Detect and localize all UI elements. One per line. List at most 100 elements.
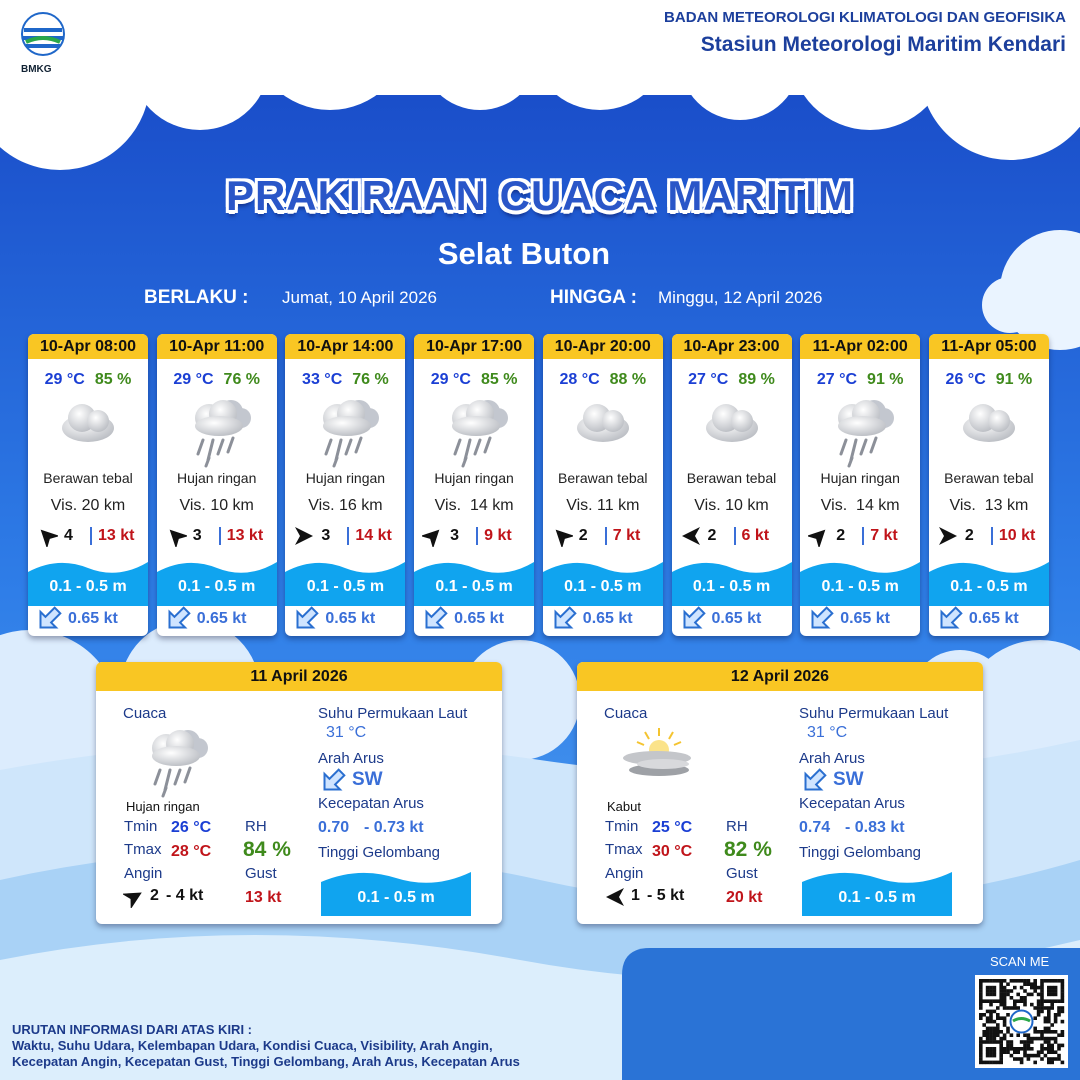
condition: Hujan ringan (820, 470, 900, 486)
weather-icon-svg (323, 400, 380, 468)
logo-svg (21, 12, 65, 56)
temperature: 29 °C (173, 371, 214, 388)
gust: 13 kt (245, 889, 282, 906)
sst: 31 °C (807, 724, 848, 741)
current-speed: 0.65 kt (196, 610, 247, 627)
condition: Berawan tebal (558, 470, 648, 486)
separator (218, 527, 221, 545)
label-rh: RH (245, 818, 267, 835)
condition: Hujan ringan (176, 470, 257, 486)
wave-band (285, 562, 406, 606)
main-title: PRAKIRAAN CUACA MARITIM (225, 172, 855, 219)
wave-height: 0.1 - 0.5 m (306, 578, 385, 595)
rain-icon (194, 400, 251, 468)
rain-icon (152, 730, 208, 798)
visibility: Vis. 14 km (820, 497, 900, 514)
wave-bg-svg (156, 562, 277, 606)
tmin: 26 °C (171, 819, 212, 836)
label-current-dir: Arah Arus (799, 750, 865, 767)
weather-icon (52, 394, 128, 470)
wind-direction (293, 525, 315, 547)
temp-row: 29 °C 85 % (28, 369, 148, 391)
humidity: 88 % (609, 371, 647, 388)
label-wave: Tinggi Gelombang (799, 844, 922, 861)
logo (18, 12, 68, 64)
separator (604, 527, 607, 545)
wind-direction-svg (555, 529, 575, 549)
wave-bg (800, 556, 921, 606)
temp-row: 33 °C 76 % (285, 369, 405, 391)
temperature: 26 °C (945, 371, 986, 388)
wind-direction-svg (681, 527, 700, 545)
humidity: 76 % (352, 371, 389, 388)
wind-arrow (169, 529, 189, 549)
current-speed: 0.65 kt (68, 610, 118, 627)
gust: 13 kt (98, 527, 135, 544)
separator (90, 527, 92, 545)
wave-height: 0.1 - 0.5 m (49, 578, 127, 595)
weather-icon (696, 394, 772, 470)
current-dir: SW (352, 769, 383, 790)
label-sst: Suhu Permukaan Laut (799, 705, 949, 722)
wind-arrow (681, 527, 700, 545)
wind-arrow (295, 527, 314, 545)
forecast-card: 10-Apr 08:00 29 °C 85 % Berawan tebal Vis. 2… (28, 334, 148, 636)
card-time: 11-Apr 02:00 (800, 334, 921, 359)
wind-arrow (420, 529, 440, 549)
daily-wave-bg (802, 866, 952, 916)
label-gust: Gust (726, 865, 758, 882)
label-wave: Tinggi Gelombang (318, 844, 441, 861)
visibility: Vis. 14 km (434, 497, 514, 514)
from-date: Jumat, 10 April 2026 (282, 288, 437, 307)
wave-bg-svg (28, 562, 148, 606)
separator (990, 527, 993, 545)
daily-icon-svg (152, 730, 208, 798)
current-direction (808, 606, 834, 632)
card-time: 10-Apr 11:00 (156, 334, 277, 359)
wind-arrow (40, 529, 60, 549)
temp-row: 29 °C 76 % (157, 369, 277, 391)
current-arrow (425, 606, 448, 629)
forecast-card: 11-Apr 02:00 27 °C 91 % Hujan ringan Vis. 14… (800, 334, 921, 636)
wave-bg-svg (671, 562, 792, 606)
card-time: 11-Apr 05:00 (928, 334, 1049, 359)
wind-min: 1 (631, 887, 640, 904)
wind-direction-svg (40, 529, 60, 549)
weather-icon-svg (194, 400, 251, 468)
rain-icon (838, 400, 895, 468)
daily-condition: Hujan ringan (126, 799, 200, 814)
temperature: 27 °C (816, 371, 858, 388)
cloud-icon (576, 404, 629, 442)
current-arrow (168, 606, 191, 629)
visibility: Vis. 10 km (694, 497, 769, 514)
current-arrow (323, 768, 346, 791)
temp-row: 27 °C 89 % (672, 369, 792, 391)
wave-band (928, 562, 1049, 606)
label-weather: Cuaca (123, 705, 167, 722)
temperature: 28 °C (559, 371, 600, 388)
daily-icon (619, 724, 697, 802)
temp-row: 28 °C 88 % (543, 369, 663, 391)
rain-icon (452, 400, 509, 468)
cloud-icon (962, 404, 1015, 442)
current-arrow (804, 768, 827, 791)
forecast-card: 11-Apr 05:00 26 °C 91 % Berawan tebal Vis. 1… (928, 334, 1049, 636)
wind-arrow (606, 888, 624, 906)
current-arrow (39, 606, 62, 629)
daily-wave: 0.1 - 0.5 m (357, 889, 435, 906)
to-date: Minggu, 12 April 2026 (658, 288, 823, 307)
current-arrow (940, 606, 963, 629)
wind-arrow (121, 892, 142, 910)
label-wind: Angin (605, 865, 644, 882)
card-time: 10-Apr 20:00 (542, 334, 663, 359)
temperature: 29 °C (430, 371, 471, 388)
footer-line: Waktu, Suhu Udara, Kelembapan Udara, Kon… (12, 1038, 493, 1053)
tmin: 25 °C (652, 819, 693, 836)
label-current-speed: Kecepatan Arus (318, 795, 424, 812)
humidity: 85 % (94, 371, 132, 388)
daily-wave-bg (321, 866, 471, 916)
sst: 31 °C (326, 724, 367, 741)
rh: 82 % (724, 838, 772, 861)
wind-direction (680, 525, 702, 547)
weather-icon (953, 394, 1029, 470)
